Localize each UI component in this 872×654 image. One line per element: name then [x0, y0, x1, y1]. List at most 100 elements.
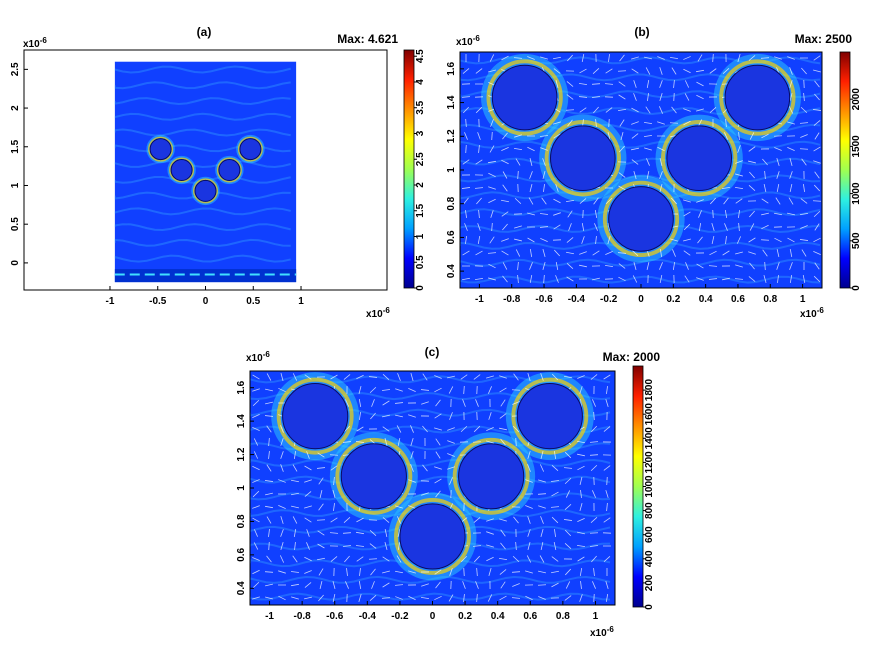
x-tick-label: 0.8	[763, 294, 777, 305]
colorbar-tick-label: 2	[415, 182, 426, 188]
panel-c-x-exponent: x10-6	[590, 625, 614, 639]
y-tick-label: 1	[10, 182, 21, 188]
x-tick-label: -0.4	[568, 294, 586, 305]
colorbar-tick-label: 3	[415, 130, 426, 136]
cylinder-3	[340, 443, 407, 510]
panel-b-colorbar: 0 500 1000 1500 2000	[839, 51, 862, 291]
x-tick-label: 0.6	[731, 294, 745, 305]
colorbar-tick-label: 1	[415, 233, 426, 239]
colorbar-tick-label: 0	[415, 285, 426, 291]
colorbar-tick-label: 4	[415, 79, 426, 85]
panel-a-colorbar: 0 0.5 1 1.5 2 2.5 3 3.5 4 4.5	[403, 49, 426, 291]
panel-c-plot: -1 -0.8 -0.6 -0.4 -0.2 0 0.2 0.4 0.6 0.8 1 0.4 0.6 0.…	[236, 370, 616, 622]
x-tick-label: 1	[298, 296, 304, 307]
cylinder-1	[282, 383, 349, 450]
y-tick-label: 2	[10, 105, 21, 111]
x-tick-label: 0.6	[523, 611, 537, 622]
x-tick-label: -0.8	[503, 294, 521, 305]
colorbar-tick-label: 0	[644, 604, 655, 610]
colorbar-tick-label: 1000	[851, 182, 862, 205]
panel-c: (c) Max: 2000 x10-6 x10-6 -1 -0.8 -0.6 -0.4…	[236, 345, 660, 639]
colorbar-tick-label: 200	[644, 574, 655, 591]
panel-a-max-label: Max: 4.621	[337, 32, 398, 46]
x-tick-label: -1	[265, 611, 274, 622]
y-tick-label: 1	[446, 167, 457, 173]
x-tick-label: -0.5	[149, 296, 167, 307]
colorbar-tick-label: 600	[644, 526, 655, 543]
x-tick-label: -0.6	[535, 294, 553, 305]
y-tick-label: 1.6	[236, 380, 247, 394]
cylinder-4	[458, 443, 525, 510]
colorbar-tick-label: 2.5	[415, 152, 426, 166]
cylinder-1	[149, 138, 172, 161]
x-tick-label: 0	[430, 611, 436, 622]
colorbar-tick-label: 1200	[644, 451, 655, 474]
colorbar-tick-label: 1000	[644, 475, 655, 498]
colorbar-tick-label: 800	[644, 502, 655, 519]
colorbar-gradient	[403, 49, 415, 289]
cylinder-3	[170, 158, 193, 182]
field-background	[114, 61, 297, 283]
colorbar-gradient	[632, 365, 644, 608]
y-tick-label: 0.6	[446, 230, 457, 244]
panel-c-label: (c)	[425, 345, 440, 359]
panel-c-max-label: Max: 2000	[603, 350, 661, 364]
colorbar-tick-label: 500	[851, 232, 862, 249]
colorbar-tick-label: 0	[851, 285, 862, 291]
panel-b-y-exponent: x10-6	[456, 34, 480, 48]
x-tick-label: -0.4	[359, 611, 377, 622]
colorbar-tick-label: 2000	[851, 88, 862, 111]
cylinder-2	[516, 383, 583, 450]
cylinder-5	[608, 186, 674, 252]
colorbar-tick-label: 4.5	[415, 49, 426, 63]
y-tick-label: 1	[236, 485, 247, 491]
x-tick-label: -0.2	[600, 294, 618, 305]
cylinder-1	[491, 64, 558, 131]
y-tick-label: 0.5	[10, 217, 21, 231]
colorbar-tick-label: 1500	[851, 135, 862, 158]
cylinder-3	[550, 125, 616, 192]
colorbar-tick-label: 1.5	[415, 203, 426, 217]
y-tick-label: 2.5	[10, 62, 21, 76]
panel-a-x-exponent: x10-6	[366, 306, 390, 320]
y-tick-label: 0.8	[446, 196, 457, 210]
x-tick-label: 0.5	[246, 296, 260, 307]
x-tick-label: 0.4	[699, 294, 713, 305]
y-tick-label: 0	[10, 260, 21, 266]
panel-a-label: (a)	[197, 25, 212, 39]
panel-b-label: (b)	[634, 25, 649, 39]
y-tick-label: 1.4	[446, 95, 457, 109]
x-tick-label: 0.2	[666, 294, 680, 305]
y-tick-label: 1.2	[236, 447, 247, 461]
y-tick-label: 0.4	[446, 264, 457, 278]
x-tick-label: -1	[475, 294, 484, 305]
colorbar-gradient	[839, 51, 851, 289]
x-tick-label: 0.4	[491, 611, 505, 622]
colorbar-tick-label: 0.5	[415, 255, 426, 269]
colorbar-tick-label: 400	[644, 550, 655, 567]
panel-c-y-exponent: x10-6	[246, 350, 270, 364]
x-tick-label: 0.2	[458, 611, 472, 622]
x-tick-label: 0	[638, 294, 644, 305]
cylinder-2	[239, 138, 262, 161]
y-tick-label: 0.8	[236, 514, 247, 528]
x-tick-label: 0	[203, 296, 209, 307]
cylinder-2	[724, 64, 791, 131]
x-tick-label: 1	[800, 294, 806, 305]
y-tick-label: 0.6	[236, 547, 247, 561]
field-texture	[114, 65, 292, 279]
substrate-band	[114, 269, 297, 283]
cylinder-4	[666, 125, 733, 192]
x-tick-label: -0.2	[391, 611, 409, 622]
x-tick-label: -1	[106, 296, 115, 307]
y-tick-label: 0.4	[236, 581, 247, 595]
panel-b-plot: -1 -0.8 -0.6 -0.4 -0.2 0 0.2 0.4 0.6 0.8 1 0.4 0.6 0.…	[446, 51, 823, 305]
panel-b-max-label: Max: 2500	[795, 32, 853, 46]
colorbar-tick-label: 1800	[644, 379, 655, 402]
x-tick-label: 0.8	[556, 611, 570, 622]
panel-a-plot: -1 -0.5 0 0.5 1 0 0.5 1 1.5 2 2.5	[10, 61, 304, 307]
y-tick-label: 1.6	[446, 61, 457, 75]
x-tick-label: -0.6	[326, 611, 344, 622]
